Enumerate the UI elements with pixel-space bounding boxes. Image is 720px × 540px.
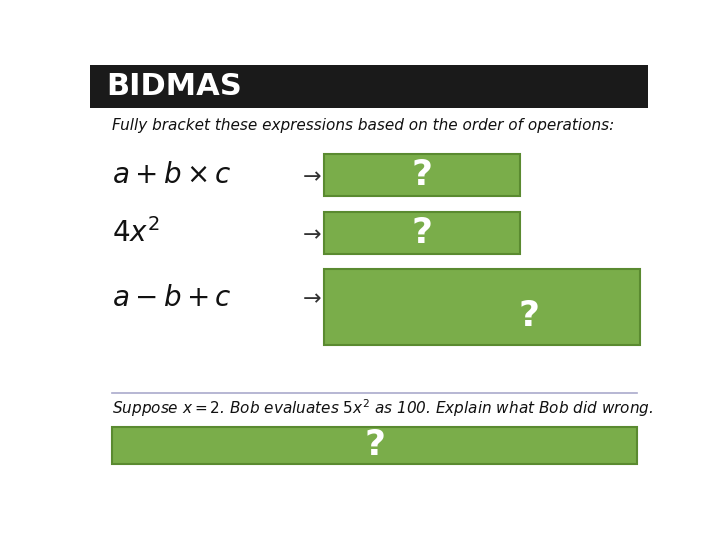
FancyBboxPatch shape <box>90 65 648 109</box>
FancyBboxPatch shape <box>324 212 520 254</box>
FancyBboxPatch shape <box>324 268 639 346</box>
Text: ?: ? <box>519 299 540 333</box>
Text: $a + b \times c$: $a + b \times c$ <box>112 161 232 189</box>
Text: ?: ? <box>412 216 433 250</box>
Text: Suppose $x = 2$. Bob evaluates $5x^{2}$ as 100. Explain what Bob did wrong.: Suppose $x = 2$. Bob evaluates $5x^{2}$ … <box>112 397 654 418</box>
Text: $4x^{2}$: $4x^{2}$ <box>112 218 160 248</box>
Text: BIDMAS: BIDMAS <box>107 72 243 101</box>
FancyBboxPatch shape <box>112 427 637 464</box>
FancyBboxPatch shape <box>324 154 520 196</box>
Text: ?: ? <box>412 158 433 192</box>
Text: $\rightarrow$: $\rightarrow$ <box>299 165 323 185</box>
Text: $\rightarrow$: $\rightarrow$ <box>299 223 323 243</box>
Text: $\rightarrow$: $\rightarrow$ <box>299 288 323 308</box>
Text: ?: ? <box>364 428 385 462</box>
Text: Fully bracket these expressions based on the order of operations:: Fully bracket these expressions based on… <box>112 118 615 133</box>
Text: $a - b + c$: $a - b + c$ <box>112 284 232 312</box>
